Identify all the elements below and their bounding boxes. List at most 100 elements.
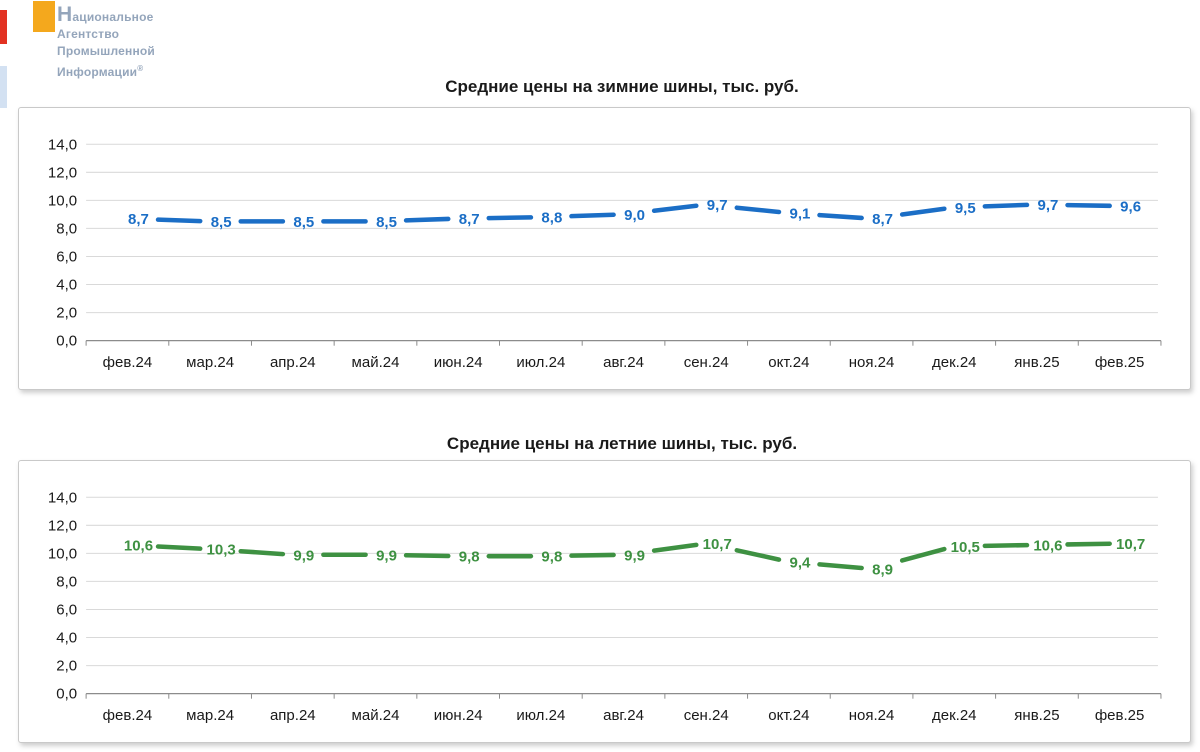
series-line-dash (651, 542, 699, 553)
y-axis-tick-label: 0,0 (56, 686, 77, 703)
registered-mark: ® (137, 64, 144, 73)
y-axis-tick-label: 10,0 (48, 545, 77, 562)
data-point-label: 9,9 (376, 547, 397, 564)
y-axis-tick-label: 12,0 (48, 517, 77, 534)
logo-line-4: Информации® (57, 64, 144, 79)
x-axis-tick-label: дек.24 (932, 354, 977, 371)
data-point-label: 10,6 (1033, 537, 1062, 554)
x-axis-tick-label: фев.24 (103, 707, 153, 724)
x-axis-tick-label: май.24 (352, 354, 400, 371)
series-line-dash (817, 562, 864, 571)
data-point-label: 9,4 (789, 554, 810, 571)
x-axis-tick-label: июн.24 (434, 354, 483, 371)
data-point-label: 10,7 (703, 536, 732, 553)
series-line-dash (817, 212, 864, 221)
x-axis-tick-label: авг.24 (603, 354, 644, 371)
data-point-label: 9,9 (293, 547, 314, 564)
y-axis-tick-label: 6,0 (56, 601, 77, 618)
data-point-label: 8,8 (541, 210, 562, 227)
y-axis-tick-label: 12,0 (48, 164, 77, 181)
series-line-dash (982, 542, 1030, 549)
winter-chart-title: Средние цены на зимние шины, тыс. руб. (445, 77, 799, 97)
x-axis-tick-label: фев.24 (103, 354, 153, 371)
x-axis-tick-label: май.24 (352, 707, 400, 724)
x-axis-tick-label: авг.24 (603, 707, 644, 724)
y-axis-tick-label: 0,0 (56, 333, 77, 350)
data-point-label: 9,7 (1038, 197, 1059, 214)
data-point-label: 8,9 (872, 561, 893, 578)
x-axis-tick-label: янв.25 (1014, 354, 1059, 371)
data-point-label: 9,5 (955, 200, 976, 217)
series-line-dash (734, 548, 782, 562)
logo-line-2: Агентство (57, 27, 120, 41)
y-axis-tick-label: 4,0 (56, 630, 77, 647)
x-axis-tick-label: дек.24 (932, 707, 977, 724)
series-line-dash (403, 553, 451, 559)
x-axis-tick-label: мар.24 (186, 354, 234, 371)
summer-chart-panel: 0,0 2,0 4,0 6,0 8,0 10,0 12,0 14,0 фев.24 мар.24 а… (18, 460, 1191, 743)
summer-chart-title: Средние цены на летние шины, тыс. руб. (446, 434, 798, 454)
data-point-label: 9,0 (624, 207, 645, 224)
logo-orange-square (33, 1, 55, 32)
y-axis-tick-label: 2,0 (56, 305, 77, 322)
series-line-dash (569, 552, 616, 558)
data-point-label: 8,7 (459, 211, 480, 228)
data-point-label: 9,8 (459, 549, 480, 566)
y-axis-tick-label: 14,0 (48, 136, 77, 153)
data-point-label: 10,5 (951, 539, 980, 556)
data-point-label: 9,1 (789, 206, 810, 223)
data-point-label: 10,6 (124, 537, 153, 554)
series-line-dash (982, 202, 1030, 209)
data-point-label: 9,8 (541, 549, 562, 566)
series-line-dash (155, 544, 203, 551)
logo-red-bar (0, 10, 7, 44)
series-line-dash (155, 217, 203, 224)
series-line-dash (1065, 541, 1112, 547)
series-line-dash (569, 212, 616, 219)
logo-line-1: Национальное (57, 3, 154, 26)
logo-text: Национальное Агентство Промышленной Инфо… (57, 3, 155, 81)
y-axis-tick-label: 8,0 (56, 220, 77, 237)
x-axis-tick-label: окт.24 (768, 354, 809, 371)
data-point-label: 10,3 (207, 542, 236, 559)
y-axis-tick-label: 6,0 (56, 248, 77, 265)
agency-logo: Национальное Агентство Промышленной Инфо… (0, 0, 260, 108)
summer-price-line-chart: 0,0 2,0 4,0 6,0 8,0 10,0 12,0 14,0 фев.24 мар.24 а… (48, 489, 1162, 724)
logo-line-3: Промышленной (57, 44, 155, 58)
series-line-dash (403, 216, 451, 223)
series-line-dash (486, 215, 534, 221)
winter-chart-panel: 0,0 2,0 4,0 6,0 8,0 10,0 12,0 14,0 фев.24 мар.24 а… (18, 107, 1191, 390)
y-axis-tick-label: 2,0 (56, 658, 77, 675)
x-axis-tick-label: апр.24 (270, 707, 316, 724)
data-point-label: 9,9 (624, 547, 645, 564)
x-axis-tick-label: окт.24 (768, 707, 809, 724)
data-point-label: 8,5 (376, 214, 397, 231)
data-point-label: 9,7 (707, 197, 728, 214)
x-axis-tick-label: ноя.24 (849, 707, 895, 724)
x-axis-tick-label: апр.24 (270, 354, 316, 371)
y-axis-tick-label: 8,0 (56, 573, 77, 590)
series-line-dash (899, 546, 947, 563)
data-point-label: 10,7 (1116, 536, 1145, 553)
x-axis-tick-label: июн.24 (434, 707, 483, 724)
x-axis-tick-label: сен.24 (684, 707, 729, 724)
x-axis-tick-label: мар.24 (186, 707, 234, 724)
x-axis-tick-label: фев.25 (1095, 354, 1145, 371)
logo-blue-bar (0, 66, 7, 108)
series-line-dash (238, 548, 286, 557)
x-axis-tick-label: фев.25 (1095, 707, 1145, 724)
data-point-label: 8,5 (211, 214, 232, 231)
x-axis-tick-label: ноя.24 (849, 354, 895, 371)
data-point-label: 8,5 (293, 214, 314, 231)
series-line-dash (899, 206, 947, 217)
y-axis-tick-label: 14,0 (48, 489, 77, 506)
y-axis-tick-label: 4,0 (56, 277, 77, 294)
data-point-label: 8,7 (872, 211, 893, 228)
data-point-label: 8,7 (128, 211, 149, 228)
x-axis-tick-label: сен.24 (684, 354, 729, 371)
x-axis-tick-label: янв.25 (1014, 707, 1059, 724)
series-line-dash (734, 205, 782, 215)
x-axis-tick-label: июл.24 (516, 354, 565, 371)
x-axis-tick-label: июл.24 (516, 707, 565, 724)
series-line-dash (1065, 202, 1112, 209)
